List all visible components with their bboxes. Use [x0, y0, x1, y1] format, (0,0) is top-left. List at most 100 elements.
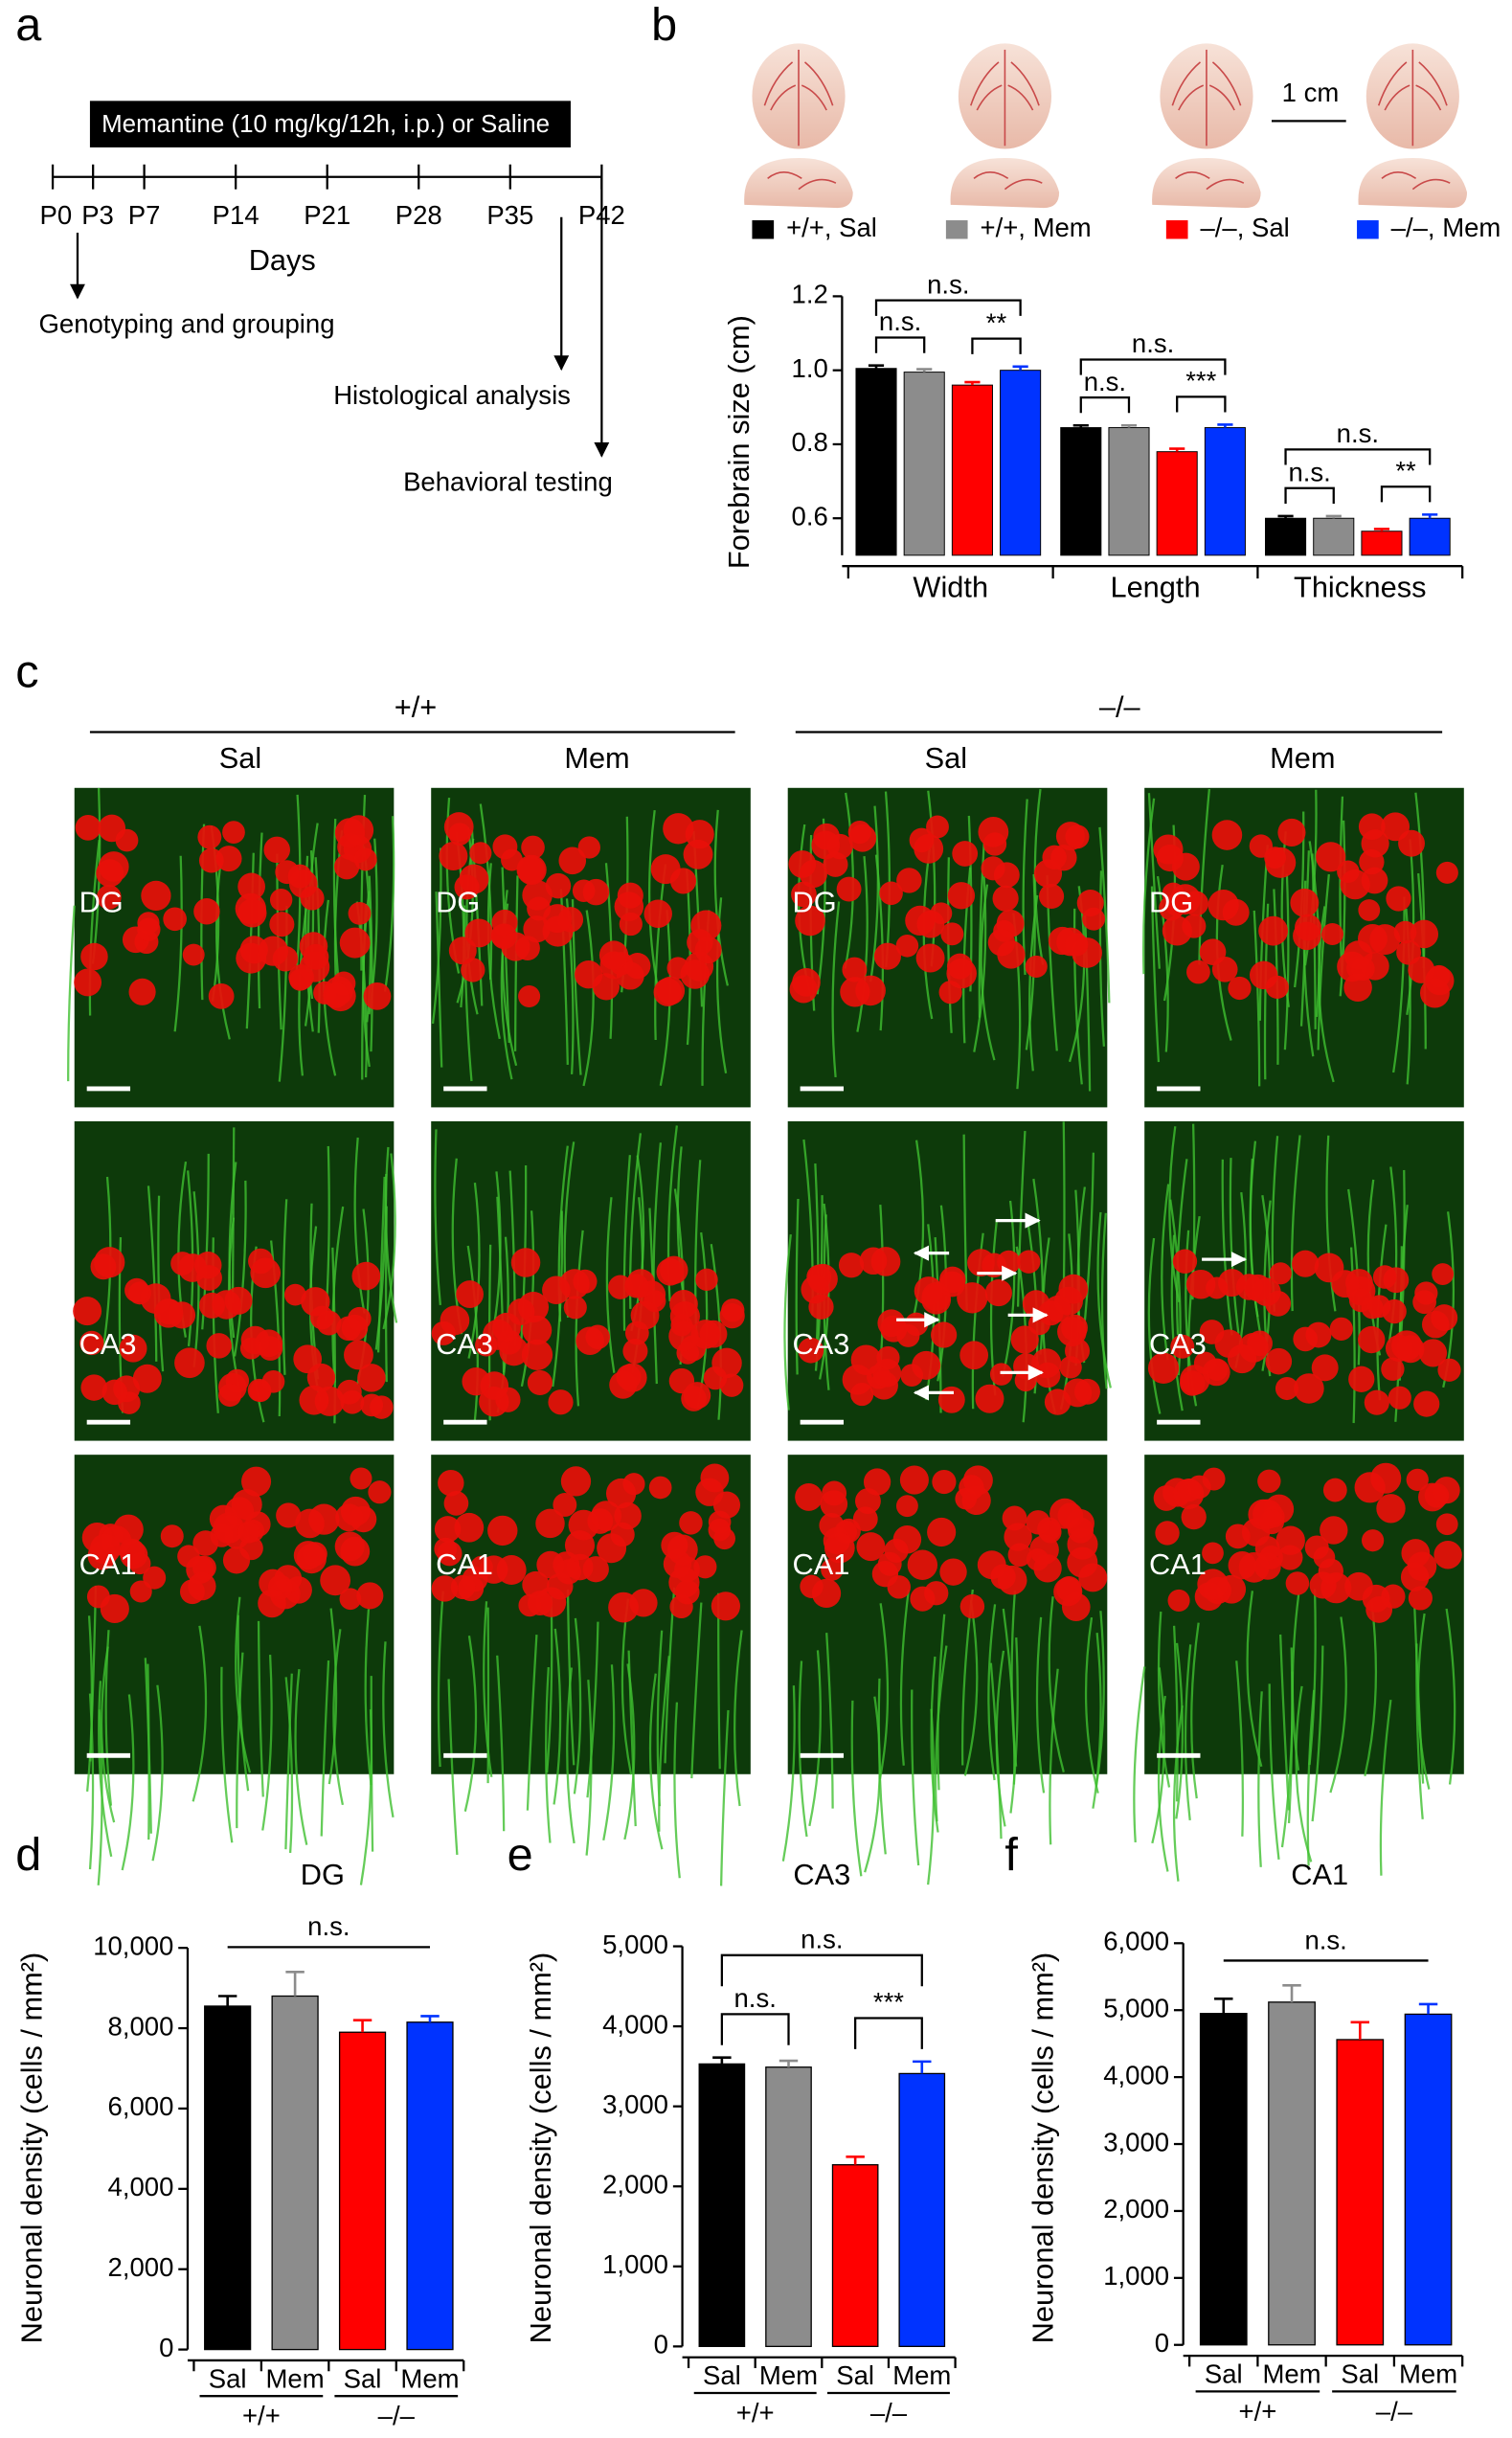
y-tick-label: 2,000	[108, 2252, 174, 2282]
y-tick-label: 6,000	[1103, 1927, 1169, 1956]
error-bar	[1012, 365, 1028, 371]
fiber	[1133, 1666, 1146, 1843]
brain-side	[1358, 158, 1468, 209]
cell	[1365, 1596, 1393, 1623]
fiber	[1150, 886, 1161, 1063]
x-tick-label: Mem	[1399, 2359, 1457, 2388]
legend-swatch	[945, 220, 968, 239]
error-bar	[1277, 514, 1294, 519]
cell	[850, 1383, 874, 1407]
fiber	[1392, 896, 1406, 1073]
error-bar	[1373, 528, 1390, 531]
cell	[75, 815, 102, 841]
cell	[335, 1503, 364, 1532]
bar	[855, 368, 897, 556]
legend-label: –/–, Sal	[1200, 213, 1289, 242]
cell	[863, 1468, 891, 1496]
event-label: Behavioral testing	[403, 467, 613, 497]
bar	[951, 384, 993, 556]
cell	[1162, 882, 1185, 905]
fiber	[437, 1591, 444, 1768]
cell	[360, 1393, 384, 1417]
fiber	[1379, 1700, 1392, 1876]
cell	[719, 1302, 745, 1329]
cell	[1247, 1330, 1273, 1357]
cell	[939, 1266, 966, 1294]
cell	[984, 1278, 1012, 1307]
cell	[215, 1514, 244, 1544]
cell	[1381, 1357, 1405, 1381]
y-tick-label: 3,000	[602, 2089, 668, 2119]
error-bar	[217, 1995, 237, 2006]
cell	[218, 1384, 242, 1408]
cell	[661, 1531, 688, 1559]
cell	[443, 1491, 469, 1516]
cell	[1313, 1546, 1336, 1569]
cell	[1294, 1373, 1324, 1404]
fiber	[173, 855, 183, 1032]
cell	[1376, 1494, 1406, 1524]
fiber	[1083, 1152, 1095, 1329]
significance-label: n.s.	[1304, 1925, 1346, 1954]
bar	[1199, 2013, 1248, 2346]
significance-label: n.s.	[1288, 457, 1330, 486]
cell	[128, 1552, 151, 1575]
cell	[610, 1522, 635, 1547]
cell	[1398, 829, 1425, 857]
legend-swatch	[1165, 220, 1188, 239]
y-tick-label: 0	[159, 2333, 173, 2362]
axis-label: Days	[249, 243, 316, 277]
cell	[558, 847, 587, 875]
cell	[1388, 1386, 1411, 1410]
cell	[536, 1550, 565, 1579]
significance-bracket	[720, 2013, 790, 2045]
fiber	[353, 1137, 366, 1314]
cell	[1207, 890, 1239, 921]
cell	[1408, 1586, 1433, 1611]
fiber	[496, 1655, 506, 1832]
cell	[301, 1287, 330, 1317]
error-bar	[1422, 513, 1438, 519]
cell	[856, 1532, 886, 1562]
region-label: CA3	[436, 1327, 493, 1361]
cell	[548, 1389, 574, 1415]
cell	[946, 958, 977, 989]
fiber	[781, 1685, 796, 1862]
cell	[937, 1386, 965, 1413]
bar	[1000, 370, 1042, 556]
fiber	[1096, 1211, 1112, 1388]
fiber	[1168, 1126, 1181, 1302]
cell	[1410, 919, 1439, 949]
x-tick-label: Sal	[344, 2363, 382, 2393]
bar	[898, 2072, 946, 2348]
fiber	[648, 1673, 664, 1850]
fiber	[582, 910, 595, 1087]
bar	[1409, 517, 1451, 556]
fiber	[1048, 1596, 1065, 1773]
fiber	[1364, 1600, 1378, 1776]
cell	[212, 1290, 241, 1320]
cell	[1227, 1343, 1257, 1374]
fiber	[864, 1696, 881, 1873]
fiber	[284, 1677, 294, 1853]
region-label: CA1	[793, 1547, 850, 1581]
fiber	[553, 1628, 562, 1805]
cell	[564, 1530, 596, 1561]
cell	[582, 1556, 609, 1583]
fiber	[648, 810, 659, 986]
cell	[916, 910, 945, 938]
cell	[222, 821, 245, 844]
cell	[459, 864, 489, 894]
legend-label: +/+, Sal	[786, 213, 877, 242]
cell	[938, 981, 962, 1005]
error-bar	[1217, 423, 1233, 428]
cell	[1277, 818, 1306, 847]
day-label: P21	[304, 200, 350, 230]
fiber	[1235, 1660, 1245, 1837]
fiber	[850, 1700, 863, 1877]
fiber	[327, 1608, 338, 1785]
cell	[959, 1593, 985, 1619]
cell	[931, 1321, 958, 1348]
cell	[1057, 1502, 1084, 1529]
cell	[237, 1521, 260, 1544]
